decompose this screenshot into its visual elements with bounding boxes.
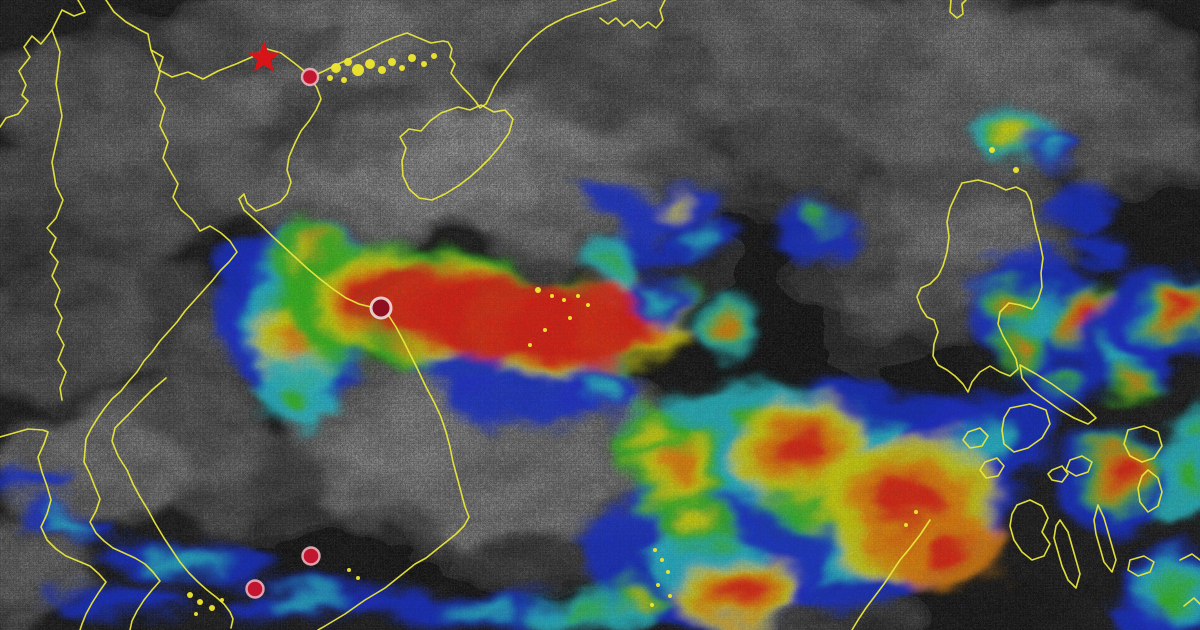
city-dot-marker	[300, 67, 320, 87]
coastline-path	[0, 0, 86, 128]
coastline-path	[1053, 519, 1081, 589]
island-speck	[989, 147, 995, 153]
island-speck	[327, 75, 333, 81]
island-speck	[341, 77, 347, 83]
coastline-path	[1093, 504, 1117, 573]
island-speck	[535, 287, 541, 293]
island-speck	[209, 605, 215, 611]
island-speck	[668, 594, 672, 598]
coastline-path	[1047, 465, 1069, 483]
island-speck	[543, 328, 547, 332]
island-speck	[408, 54, 416, 62]
island-speck	[399, 65, 405, 71]
coastline-path	[979, 457, 1005, 479]
coastline-path	[46, 29, 67, 401]
coastline-path	[309, 0, 617, 109]
coastline-path	[916, 179, 1044, 393]
coastline-path	[1019, 364, 1097, 425]
markers-layer	[245, 41, 393, 599]
island-speck	[187, 592, 193, 598]
small-islands-layer	[187, 53, 1019, 616]
island-speck	[528, 343, 532, 347]
coastline-path	[1123, 425, 1163, 463]
island-speck	[562, 298, 566, 302]
coastline-path	[1001, 403, 1051, 453]
coastline-path	[1009, 499, 1051, 561]
island-speck	[356, 576, 360, 580]
island-speck	[344, 58, 352, 66]
coastline-path	[399, 104, 514, 201]
island-speck	[388, 58, 396, 66]
island-speck	[220, 598, 224, 602]
island-speck	[421, 61, 427, 67]
coastline-path	[599, 0, 666, 29]
island-speck	[904, 523, 908, 527]
island-speck	[331, 63, 341, 73]
island-speck	[914, 510, 918, 514]
system-center-dot-marker	[369, 296, 393, 320]
island-speck	[197, 599, 203, 605]
island-speck	[656, 583, 660, 587]
island-speck	[431, 53, 437, 59]
island-speck	[1013, 167, 1019, 173]
island-speck	[347, 568, 351, 572]
coastline-path	[111, 377, 234, 629]
coastline-path	[0, 428, 107, 630]
coastline-path	[83, 49, 238, 630]
city-dot-marker	[301, 546, 321, 566]
island-speck	[576, 294, 580, 298]
island-speck	[378, 66, 386, 74]
island-speck	[666, 570, 670, 574]
coastline-path	[105, 0, 311, 80]
island-speck	[352, 64, 364, 76]
city-dot-marker	[245, 579, 265, 599]
island-speck	[653, 548, 657, 552]
coastline-path	[1127, 555, 1155, 577]
star-marker-icon	[247, 41, 281, 72]
coastline-path	[851, 519, 931, 630]
island-speck	[194, 612, 198, 616]
island-speck	[550, 294, 554, 298]
coastline-path	[1183, 597, 1200, 607]
coastline-path	[1179, 553, 1200, 561]
island-speck	[365, 59, 375, 69]
coastline-path	[949, 0, 967, 19]
island-speck	[650, 603, 654, 607]
coastline-path	[962, 427, 989, 449]
island-speck	[586, 303, 590, 307]
island-speck	[660, 558, 664, 562]
island-speck	[568, 316, 572, 320]
coastline-path	[1137, 469, 1163, 513]
